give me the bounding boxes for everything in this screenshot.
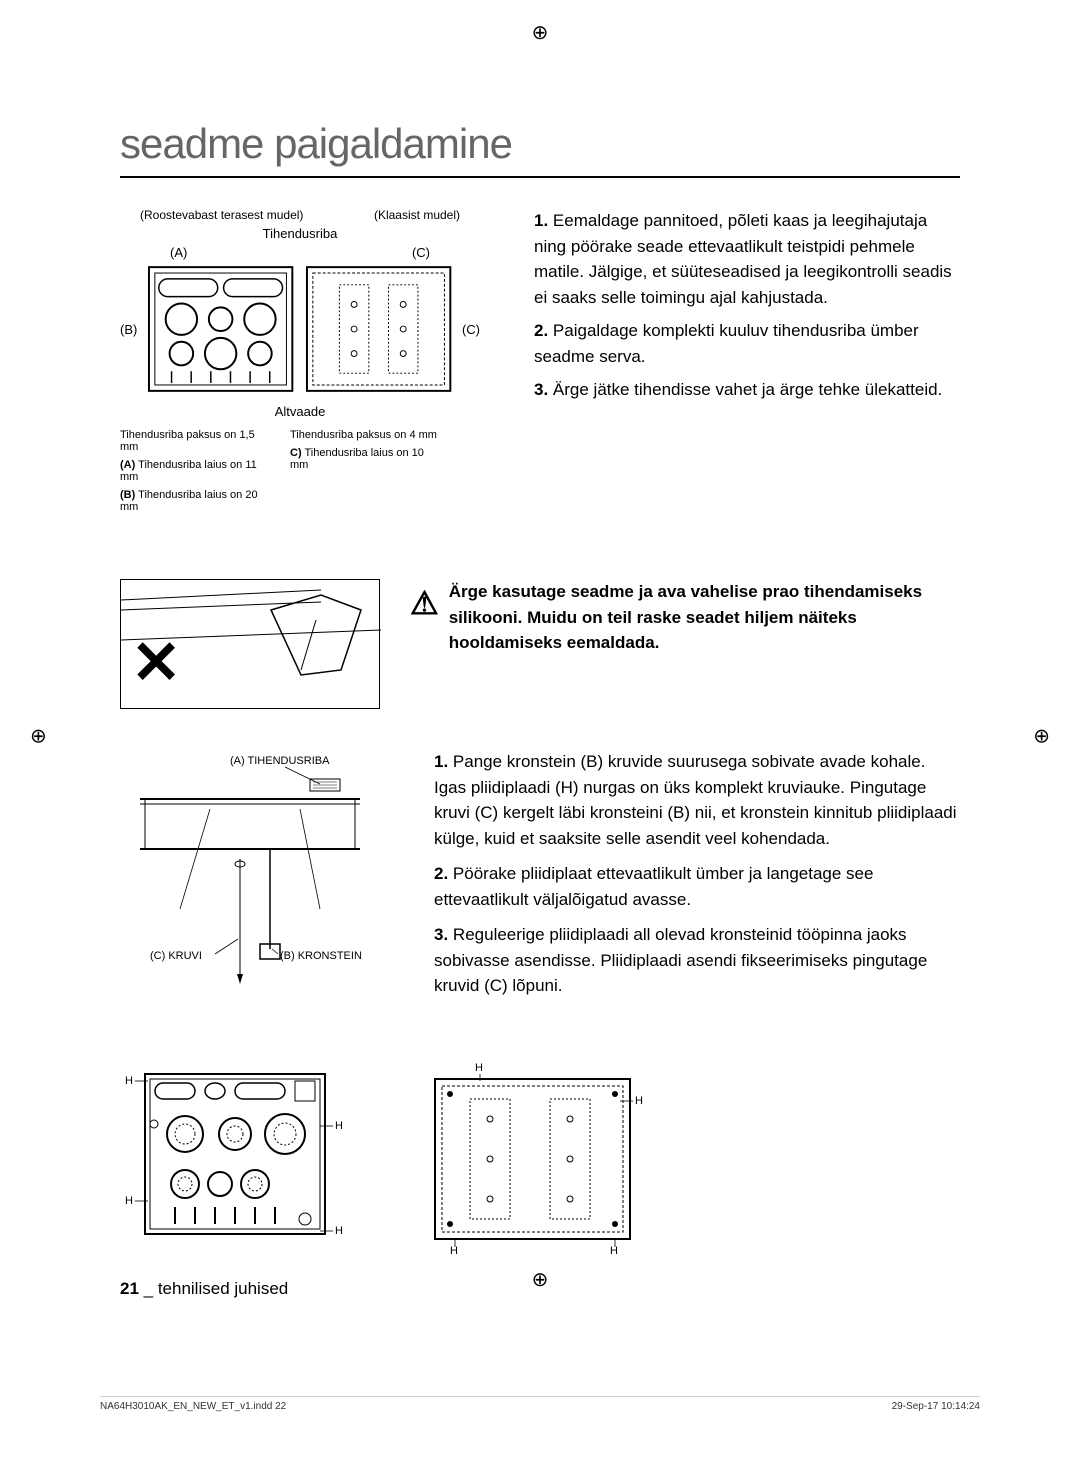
page-label: _ tehnilised juhised [139,1279,288,1298]
spec-col-1: Tihendusriba paksus on 1,5 mm (A) Tihend… [120,429,270,519]
label-c-right: (C) [462,322,480,337]
bottom-stove-glass: H H H H [410,1059,670,1259]
spec-1-1: Tihendusriba paksus on 1,5 mm [120,429,270,453]
spec-1-3: (B) Tihendusriba laius on 20 mm [120,489,270,513]
tihendusriba-label: Tihendusriba [120,226,480,241]
svg-text:H: H [335,1225,343,1237]
label-a: (A) [170,245,187,260]
svg-text:H: H [335,1120,343,1132]
step-2-2: 2. Pöörake pliidiplaat ettevaatlikult üm… [434,861,960,912]
altvaade-label: Altvaade [120,404,480,419]
crop-mark-top: ⊕ [532,20,549,45]
diagram-left-panel: (Roostevabast terasest mudel) (Klaasist … [120,208,480,519]
warning-section: ✕ ⚠ Ärge kasutage seadme ja ava vahelise… [120,579,960,709]
svg-text:(B) KRONSTEIN: (B) KRONSTEIN [280,950,362,962]
bottom-diagrams: H H H H [120,1059,960,1259]
svg-text:H: H [475,1062,483,1074]
bracket-section: (A) TIHENDUSRIBA (C) KRUVI (B) KRONSTEIN [120,749,960,1009]
bracket-a-label: (A) TIHENDUSRIBA [230,755,330,767]
footer-timestamp: 29-Sep-17 10:14:24 [892,1401,980,1412]
svg-text:H: H [450,1245,458,1257]
spec-1-2: (A) Tihendusriba laius on 11 mm [120,459,270,483]
label-c-top: (C) [412,245,430,260]
crop-mark-right: ⊕ [1033,724,1050,749]
crop-mark-left: ⊕ [30,724,47,749]
section-1: (Roostevabast terasest mudel) (Klaasist … [120,208,960,519]
x-icon: ✕ [131,628,181,698]
spec-col-2: Tihendusriba paksus on 4 mm C) Tihendusr… [290,429,440,519]
warning-message: Ärge kasutage seadme ja ava vahelise pra… [449,579,960,656]
warning-triangle-icon: ⚠ [410,579,439,656]
step-1-1: 1. Eemaldage pannitoed, põleti kaas ja l… [534,208,960,310]
svg-text:H: H [635,1095,643,1107]
stove-steel-diagram [147,264,294,394]
bottom-stove-steel: H H H H [120,1059,350,1249]
page-title: seadme paigaldamine [120,120,960,178]
steps-1-text: 1. Eemaldage pannitoed, põleti kaas ja l… [510,208,960,519]
model-glass-label: (Klaasist mudel) [374,208,460,222]
svg-text:H: H [125,1195,133,1207]
spec-2-2: C) Tihendusriba laius on 10 mm [290,447,440,471]
svg-text:H: H [125,1075,133,1087]
warning-text-row: ⚠ Ärge kasutage seadme ja ava vahelise p… [410,579,960,656]
spec-2-1: Tihendusriba paksus on 4 mm [290,429,440,441]
label-b: (B) [120,322,137,337]
step-1-2: 2. Paigaldage komplekti kuuluv tihendusr… [534,318,960,369]
footer-filename: NA64H3010AK_EN_NEW_ET_v1.indd 22 [100,1401,286,1412]
bracket-diagram: (A) TIHENDUSRIBA (C) KRUVI (B) KRONSTEIN [120,749,380,999]
step-1-3: 3. Ärge jätke tihendisse vahet ja ärge t… [534,377,960,403]
svg-text:H: H [610,1245,618,1257]
warning-diagram-box: ✕ [120,579,380,709]
steps-2-text: 1. Pange kronstein (B) kruvide suurusega… [410,749,960,1009]
step-2-3: 3. Reguleerige pliidiplaadi all olevad k… [434,922,960,999]
footer: NA64H3010AK_EN_NEW_ET_v1.indd 22 29-Sep-… [100,1396,980,1412]
model-steel-label: (Roostevabast terasest mudel) [140,208,303,222]
crop-mark-bottom: ⊕ [532,1267,549,1292]
step-2-1: 1. Pange kronstein (B) kruvide suurusega… [434,749,960,851]
stove-glass-diagram [305,264,452,394]
svg-text:(C) KRUVI: (C) KRUVI [150,950,202,962]
page-number: 21 [120,1279,139,1298]
